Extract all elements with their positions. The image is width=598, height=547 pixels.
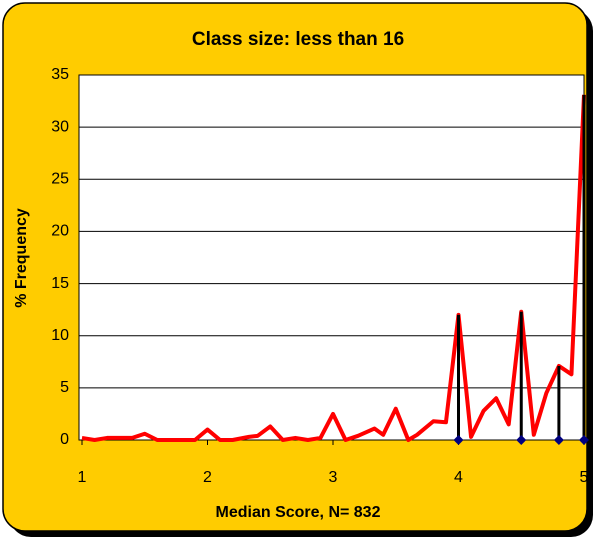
plot-area	[79, 75, 584, 440]
y-tick-label: 35	[51, 66, 69, 83]
chart-title: Class size: less than 16	[192, 29, 404, 50]
x-axis-label: Median Score, N= 832	[216, 504, 381, 521]
diamond-marker	[553, 435, 564, 445]
y-tick-label: 30	[51, 118, 69, 135]
x-tick-label: 4	[454, 469, 463, 486]
data-line	[81, 94, 586, 442]
diamond-marker	[579, 435, 589, 445]
diamond-marker	[516, 435, 527, 445]
x-tick-label: 2	[203, 469, 212, 486]
y-axis-label: % Frequency	[13, 208, 30, 308]
y-tick-label: 15	[51, 275, 69, 292]
y-tick-label: 5	[60, 379, 69, 396]
x-tick-label: 3	[329, 469, 338, 486]
y-tick-label: 0	[60, 431, 69, 448]
x-tick-label: 1	[78, 469, 87, 486]
y-tick-label: 10	[51, 327, 69, 344]
diamond-marker	[453, 435, 464, 445]
x-tick-label: 5	[580, 469, 589, 486]
y-tick-label: 25	[51, 171, 69, 188]
y-tick-label: 20	[51, 223, 69, 240]
